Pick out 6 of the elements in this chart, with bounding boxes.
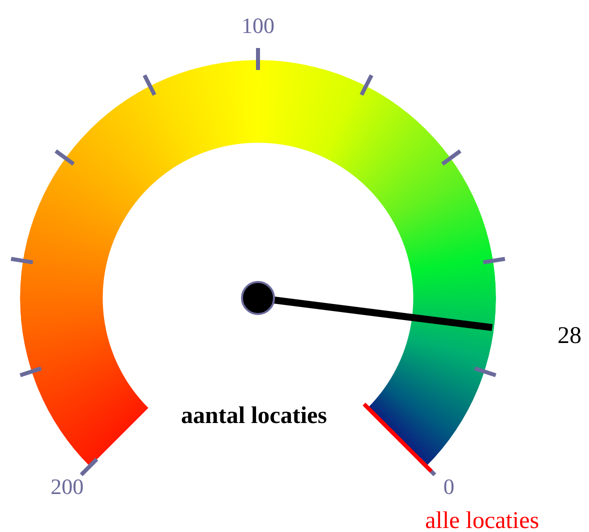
text: 100 <box>242 13 274 38</box>
text: aantal locaties <box>181 403 327 429</box>
data-label: 28 <box>558 322 582 349</box>
text: 200 <box>50 474 84 499</box>
text: alle locaties <box>425 508 540 532</box>
text: 0 <box>443 474 454 499</box>
